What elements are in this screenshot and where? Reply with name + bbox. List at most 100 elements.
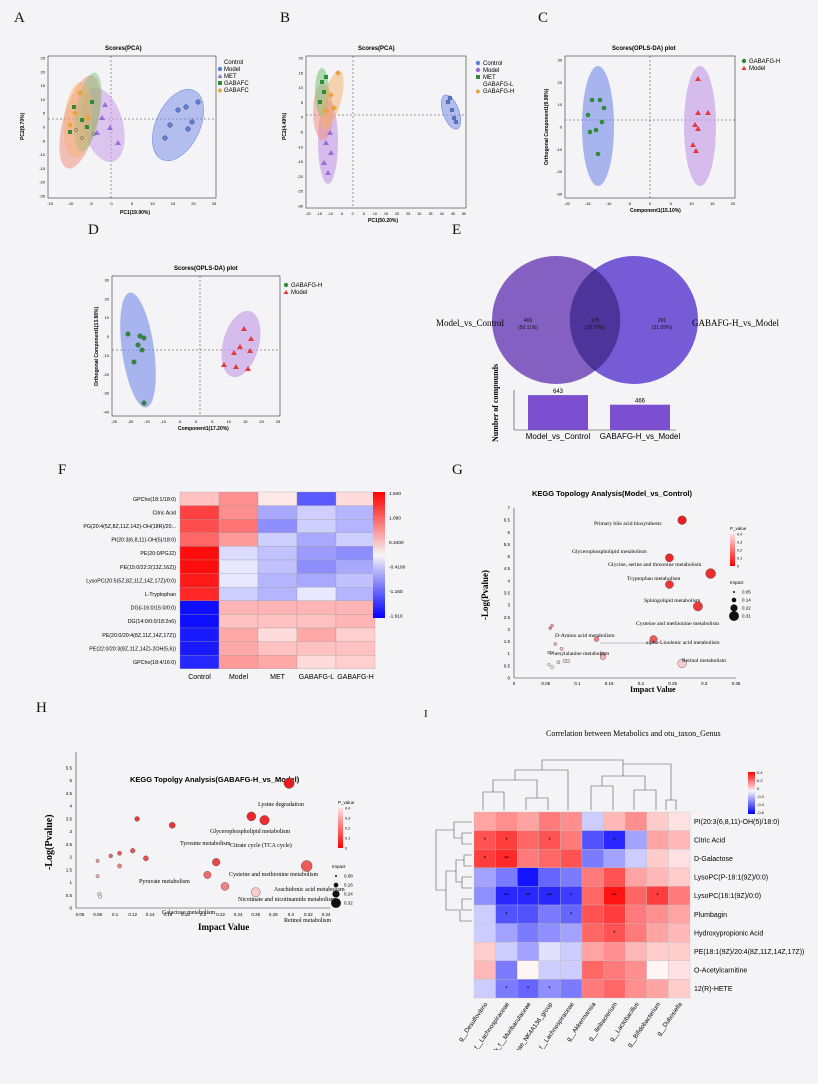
- y-tick: 2.5: [504, 615, 511, 620]
- impact-tick: 0.22: [742, 606, 751, 611]
- heatmap-cell: [603, 904, 626, 924]
- heatmap-cell: [560, 849, 583, 868]
- heatmap-cell: [668, 942, 691, 961]
- y-tick: -30: [103, 391, 110, 396]
- heatmap-cell: [218, 641, 259, 656]
- heatmap-cell: [179, 614, 220, 629]
- heatmap-cell: [296, 532, 337, 547]
- heatmap-cell: [517, 923, 539, 943]
- row-label: O-Acetylcarnitine: [694, 968, 747, 975]
- x-tick: 0.22: [216, 912, 225, 917]
- x-tick-labels: 0 0.05 0.1 0.15 0.2 0.25 0.3 0.35: [513, 681, 741, 686]
- pvalue-tick: 0.3: [345, 817, 350, 821]
- venn-left-count: 469: [524, 318, 533, 324]
- legend-gabafg-h: GABAFG-H: [483, 89, 514, 95]
- y-tick-labels: 0 0.5 1 1.5 2 2.5 3 3.5 4 4.5 5 5.5 6 6.5 7: [504, 506, 511, 681]
- row-label: GPCho(18:1/18:0): [133, 497, 176, 503]
- heatmap-cell: [296, 491, 337, 506]
- heatmap-cell: [179, 627, 220, 642]
- svg-text:Galactose metabolism: Galactose metabolism: [162, 910, 215, 916]
- heatmap-cell: [625, 904, 647, 924]
- heatmap-cell: [668, 811, 691, 831]
- y-tick: -10: [556, 147, 563, 152]
- heatmap-cell: [495, 942, 518, 961]
- bubble: [593, 636, 600, 642]
- x-tick: 15: [243, 419, 248, 424]
- impact-legend: 0.05 0.14 0.22 0.31: [729, 590, 751, 621]
- legend-met: MET: [483, 75, 496, 81]
- bubbles: [95, 777, 313, 899]
- y-tick: 10: [105, 315, 110, 320]
- panel-letter-g: G: [452, 462, 463, 478]
- heatmap-cell: [218, 505, 259, 520]
- x-tick-labels: -20 -15 -10 -5 0 5 10 15 20: [564, 201, 736, 206]
- heatmap-cell: [517, 942, 539, 961]
- y-tick: -5: [41, 138, 45, 143]
- pvalue-tick: 0.4: [737, 533, 742, 537]
- bubble: [547, 663, 551, 667]
- column-labels: Control Model MET GABAFG-L GABAFG-H: [188, 674, 374, 680]
- impact-legend-title: Impact: [332, 864, 346, 869]
- x-tick: 0.12: [128, 912, 137, 917]
- heatmap-cell: [296, 573, 337, 588]
- bubble: [548, 626, 552, 630]
- bubble: [108, 853, 113, 858]
- x-tick: -10: [606, 201, 613, 206]
- row-label: PI(20:3(6,8,11)-OH(5)/18:0): [694, 819, 779, 826]
- heatmap-cell: [296, 546, 337, 561]
- heatmap-cell: [625, 886, 647, 906]
- venn-right-pct: (31.09%): [652, 325, 673, 331]
- y-tick: 5.5: [66, 766, 73, 771]
- x-tick: -25: [111, 419, 118, 424]
- svg-text:Arachidonic acid metabolism: Arachidonic acid metabolism: [274, 887, 345, 893]
- pca-plot-b: Scores(PCA) -20 -15 -10 -5 0 5 10 15 20 25 30 35 40 4…: [282, 46, 514, 224]
- x-tick: -15: [47, 201, 54, 206]
- legend-met: MET: [224, 74, 237, 80]
- x-axis-label: PC1(19.90%): [120, 210, 150, 216]
- heatmap-cell: [495, 960, 518, 980]
- legend-control: Control: [224, 60, 243, 66]
- y-tick: -10: [39, 152, 46, 157]
- row-label: LysoPC(16:1(9Z)/0:0): [694, 893, 761, 900]
- plot-title: Scores(PCA): [105, 46, 142, 52]
- y-axis-label: Orthogonal Component1(13.88%): [94, 306, 100, 386]
- x-tick: 0.06: [76, 912, 85, 917]
- x-tick: 40: [440, 212, 444, 216]
- bubble: [117, 850, 122, 856]
- row-labels: GPCho(18:1/18:0) Citric Acid PG(20:4(5Z,8Z…: [83, 497, 176, 666]
- row-dendrogram: [435, 821, 472, 922]
- x-tick: 0.16: [163, 912, 172, 917]
- heatmap-cell: [335, 519, 376, 533]
- heatmap-cell: [668, 923, 691, 943]
- heatmap-cell: [668, 830, 691, 850]
- x-tick: 0.25: [668, 681, 677, 686]
- scale-tick: 0.2: [757, 778, 763, 783]
- y-tick: -20: [297, 174, 304, 179]
- svg-text:Tryptophan metabolism: Tryptophan metabolism: [627, 576, 681, 582]
- row-label: Citric Acid: [694, 837, 725, 844]
- venn-right-count: 291: [658, 318, 667, 324]
- bubbles: [547, 515, 716, 669]
- significance-mark: **: [526, 894, 531, 900]
- y-tick-labels: 25 20 15 10 5 0 -5 -10 -15 -20 -25: [39, 56, 46, 199]
- significance-mark: *: [613, 838, 616, 844]
- impact-size-marker: [333, 882, 339, 888]
- y-tick: -20: [39, 180, 46, 185]
- y-tick: -30: [556, 192, 563, 197]
- x-tick: 0: [649, 201, 652, 206]
- row-label: PE(20:0/PGJ2): [140, 551, 176, 557]
- impact-size-marker: [730, 604, 738, 612]
- bar-category: GABAFG-H_vs_Model: [600, 432, 681, 441]
- x-tick: 0.05: [541, 681, 550, 686]
- y-tick: -30: [297, 204, 304, 209]
- row-label: LysoPC(P-18:1(9Z)/0:0): [694, 875, 768, 882]
- y-tick: 0: [560, 125, 563, 130]
- y-tick: -10: [297, 144, 304, 149]
- bubble: [95, 859, 100, 863]
- x-tick: -5: [89, 201, 93, 206]
- heatmap-cell: [646, 811, 669, 831]
- heatmap-cell: [179, 655, 220, 669]
- y-tick: -5: [299, 130, 303, 135]
- impact-size-marker: [331, 898, 341, 908]
- heatmap-cell: [179, 532, 220, 547]
